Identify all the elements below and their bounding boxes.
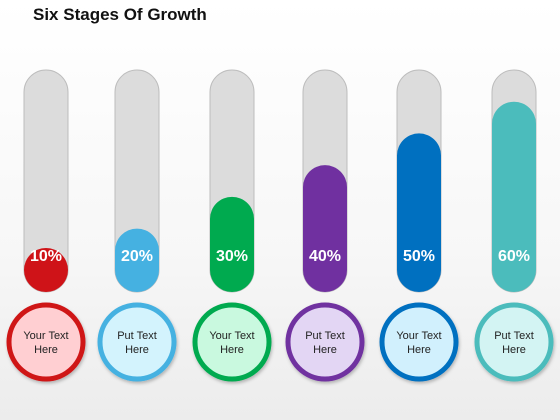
caption-text-4-line-1: Put Text	[305, 330, 345, 342]
bar-1	[24, 248, 68, 292]
caption-text-4-line-2: Here	[313, 344, 337, 356]
caption-circle-3	[192, 302, 272, 382]
caption-text-1-line-2: Here	[34, 344, 58, 356]
caption-text-2-line-1: Put Text	[117, 330, 157, 342]
caption-circle-1	[6, 302, 86, 382]
bar-3	[210, 196, 254, 292]
bar-2	[115, 228, 159, 292]
bar-value-label-1: 10%	[30, 248, 62, 265]
caption-circle-4	[285, 302, 365, 382]
caption-text-6-line-2: Here	[502, 344, 526, 356]
caption-text-2-line-2: Here	[125, 344, 149, 356]
bar-value-label-5: 50%	[403, 248, 435, 265]
caption-text-3-line-2: Here	[220, 344, 244, 356]
bar-5	[397, 133, 441, 292]
bar-4	[303, 165, 347, 292]
bar-value-label-6: 60%	[498, 248, 530, 265]
page-title: Six Stages Of Growth	[33, 5, 207, 24]
caption-text-1-line-1: Your Text	[23, 330, 68, 342]
bar-value-label-2: 20%	[121, 248, 153, 265]
caption-text-6-line-1: Put Text	[494, 330, 534, 342]
caption-circle-6	[474, 302, 554, 382]
bar-value-label-3: 30%	[216, 248, 248, 265]
bar-value-label-4: 40%	[309, 248, 341, 265]
caption-text-3-line-1: Your Text	[209, 330, 254, 342]
caption-circle-2	[97, 302, 177, 382]
bar-6	[492, 101, 536, 292]
caption-circle-5	[379, 302, 459, 382]
caption-text-5-line-1: Your Text	[396, 330, 441, 342]
caption-text-5-line-2: Here	[407, 344, 431, 356]
